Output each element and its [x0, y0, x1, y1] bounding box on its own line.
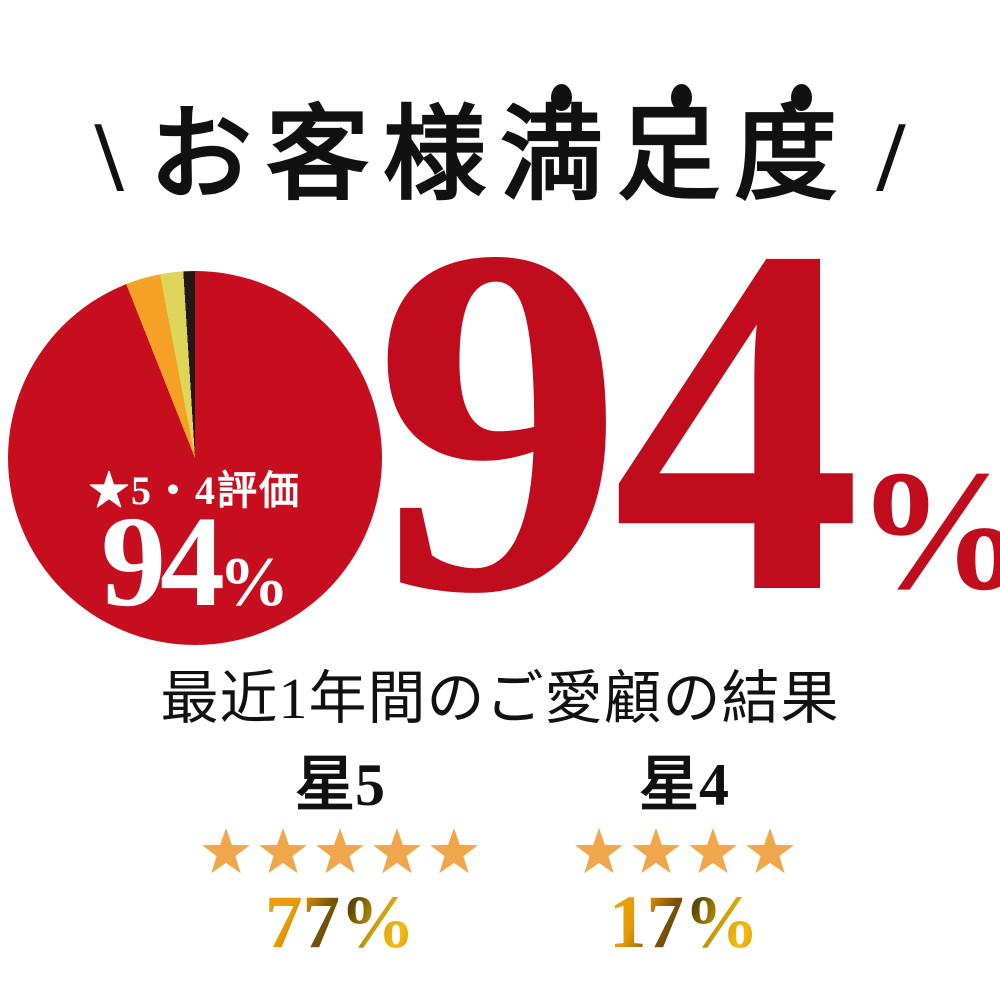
- satisfaction-pie-chart: ★5・4評価 94%: [8, 271, 382, 645]
- emphasis-dot-icon: [791, 84, 812, 111]
- title-emphasis-dots: [0, 84, 1000, 112]
- star-row-star5: [170, 827, 510, 877]
- rating-column-star4: 星4 17%: [514, 752, 854, 960]
- star-icon: [631, 827, 681, 875]
- pie-rating-label-text: ★5・4評価: [89, 468, 301, 513]
- pie-percent-number: 94: [101, 490, 225, 634]
- star-icon: [574, 827, 624, 875]
- subtitle: 最近1年間のご愛顧の結果: [160, 666, 840, 731]
- emphasis-dot-icon: [671, 84, 692, 111]
- pie-percent-sign: %: [219, 544, 289, 621]
- pie-center-label: ★5・4評価 94%: [8, 463, 382, 628]
- star-row-star4: [514, 827, 854, 877]
- title-decor-backslash: \: [95, 101, 123, 212]
- rating-label-star4: 星4: [639, 752, 729, 818]
- star-icon: [429, 827, 479, 875]
- big-percent-sign: %: [856, 433, 1000, 630]
- emphasis-dot-icon: [551, 84, 572, 111]
- big-percent-number: 94: [374, 143, 862, 697]
- rating-percent-star5: 77%: [265, 881, 415, 964]
- star-icon: [688, 827, 738, 875]
- star-icon: [372, 827, 422, 875]
- pie-percent-value: 94%: [8, 497, 382, 627]
- rating-column-star5: 星5 77%: [170, 752, 510, 960]
- title-decor-slash: /: [877, 101, 905, 212]
- star-icon: [201, 827, 251, 875]
- page-title: お客様満足度: [149, 99, 851, 213]
- star-icon: [258, 827, 308, 875]
- big-percent-stat: 94 %: [374, 170, 1000, 670]
- star-icon: [745, 827, 795, 875]
- title-row: \ お客様満足度 /: [0, 99, 1000, 213]
- pie-rating-label: ★5・4評価: [8, 463, 382, 511]
- rating-percent-star4: 17%: [609, 881, 759, 964]
- rating-label-star5: 星5: [295, 752, 385, 818]
- star-icon: [315, 827, 365, 875]
